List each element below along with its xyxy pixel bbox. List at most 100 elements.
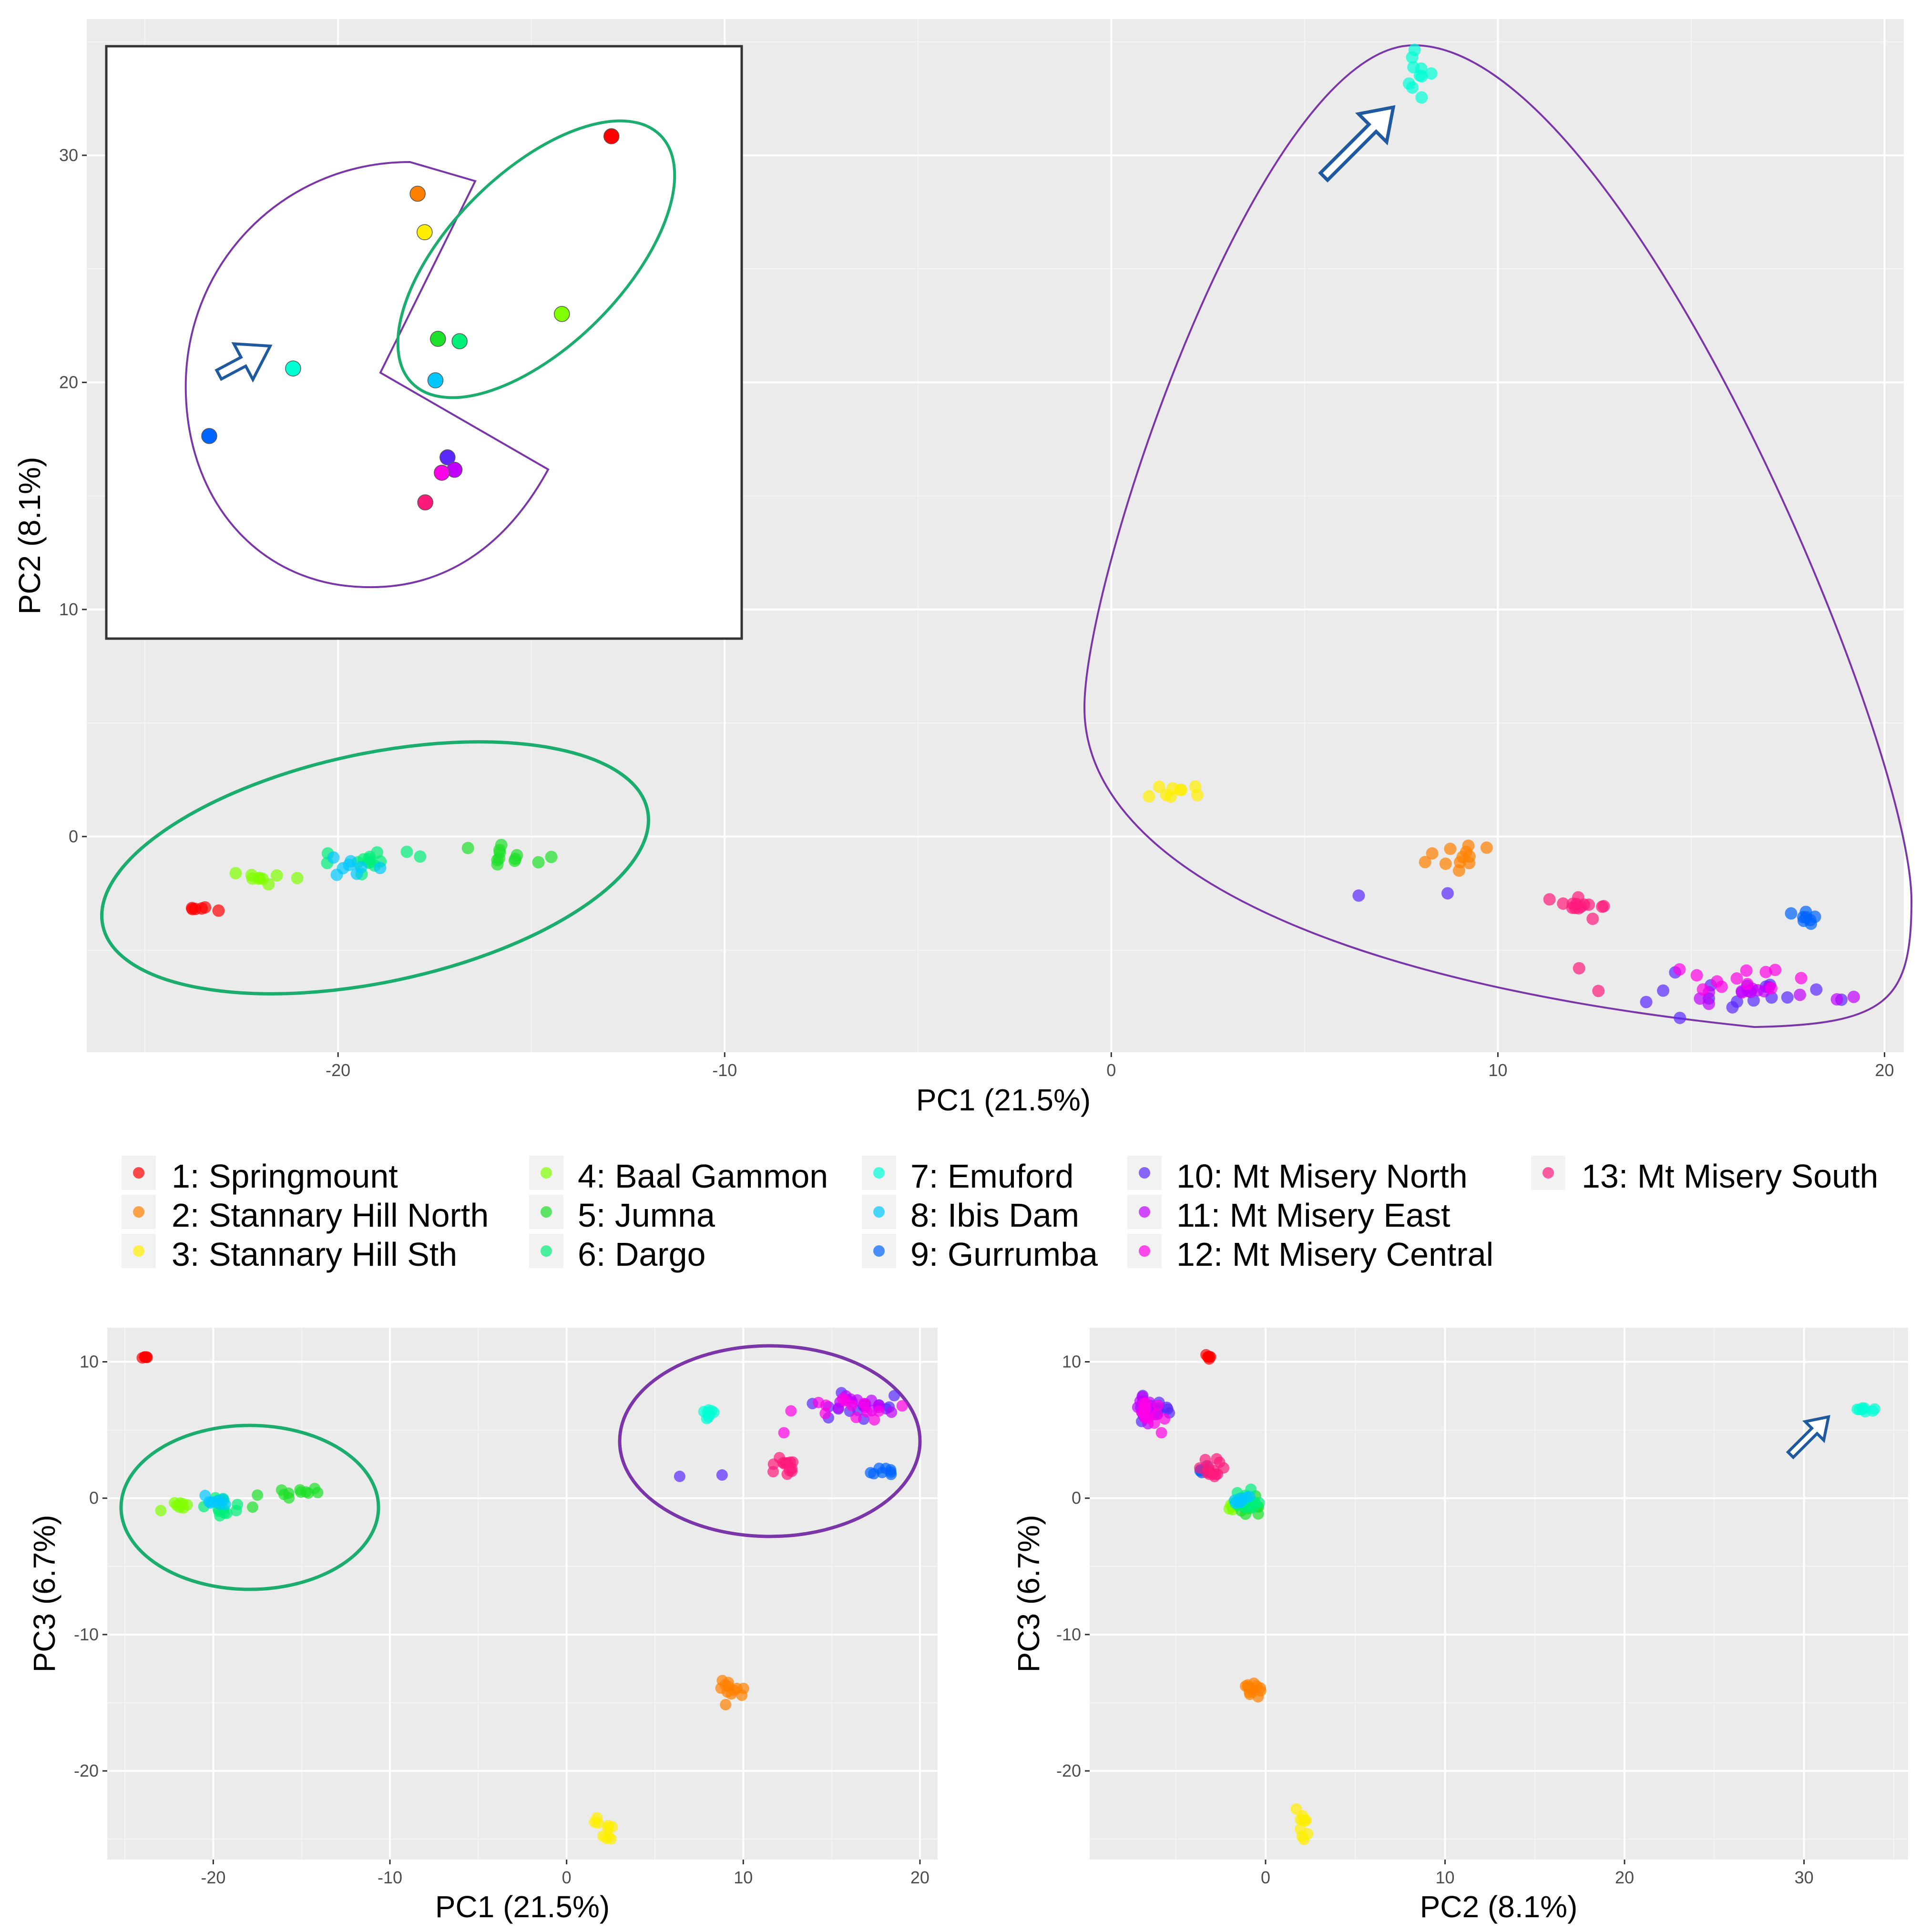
bl-panel-ticks: -20 -10 0 10 20 -20 -10 0 10 xyxy=(74,1352,930,1887)
top-panel-ticks: -20 -10 0 10 20 0 10 20 30 xyxy=(59,145,1894,1080)
br-panel-ticks: 0 10 20 30 -20 -10 0 10 xyxy=(1056,1352,1814,1887)
data-point xyxy=(1740,964,1753,977)
data-point xyxy=(291,872,304,885)
inset-green-outline xyxy=(396,119,676,399)
data-point xyxy=(212,904,225,917)
data-point xyxy=(1480,841,1493,854)
bl-green-cluster-outline xyxy=(119,1424,380,1591)
data-point xyxy=(1847,990,1860,1003)
data-point xyxy=(1769,964,1782,976)
data-point xyxy=(1795,972,1808,985)
legend-item: 6: Dargo xyxy=(529,1234,705,1273)
inset xyxy=(105,45,743,640)
data-point xyxy=(1730,972,1743,985)
data-point xyxy=(1596,900,1609,913)
data-point xyxy=(1153,780,1165,793)
inset-purple-outline xyxy=(184,161,550,589)
inset-arrow-icon xyxy=(215,342,273,383)
inset-data-point xyxy=(285,360,301,376)
top-panel: -20 -10 0 10 20 0 10 20 30 PC1 (21.5%) PC2 (8.1%… xyxy=(12,19,1913,1117)
data-point xyxy=(1439,857,1452,870)
data-point xyxy=(1810,983,1823,996)
legend-item: 9: Gurrumba xyxy=(862,1234,1098,1273)
data-point xyxy=(597,1830,609,1842)
br-y-axis-title: PC3 (6.7%) xyxy=(1011,1515,1046,1673)
data-point xyxy=(337,862,349,874)
data-point xyxy=(252,1489,264,1501)
data-point xyxy=(1201,1467,1213,1479)
data-point xyxy=(861,1406,873,1418)
x-tick-label: -20 xyxy=(201,1868,225,1887)
legend-item: 7: Emuford xyxy=(862,1156,1073,1195)
data-point xyxy=(199,901,212,914)
data-point xyxy=(1211,1453,1223,1465)
data-point xyxy=(229,867,242,880)
data-point xyxy=(719,1679,731,1691)
data-point xyxy=(1741,977,1754,990)
legend-item: 12: Mt Misery Central xyxy=(1127,1234,1493,1273)
data-point xyxy=(1148,1417,1160,1429)
top-panel-points xyxy=(185,43,1860,1024)
y-tick-label: 0 xyxy=(69,826,78,846)
data-point xyxy=(246,1501,258,1513)
data-point xyxy=(1640,996,1653,1008)
data-point xyxy=(1406,81,1419,94)
data-point xyxy=(1859,1402,1870,1414)
top-arrow-icon xyxy=(1318,105,1396,183)
data-point xyxy=(212,1495,224,1506)
data-point xyxy=(1830,993,1843,1006)
x-tick-label: -10 xyxy=(712,1060,737,1080)
data-point xyxy=(720,1698,732,1710)
data-point xyxy=(1657,984,1670,997)
legend-label: 2: Stannary Hill North xyxy=(172,1197,489,1234)
data-point xyxy=(532,856,545,869)
y-tick-label: 10 xyxy=(59,600,78,619)
bl-panel-points xyxy=(136,1351,908,1845)
top-y-axis-title: PC2 (8.1%) xyxy=(12,457,47,615)
data-point xyxy=(602,1822,614,1834)
data-point xyxy=(1573,962,1585,975)
data-point xyxy=(1557,897,1570,910)
data-point xyxy=(362,853,375,865)
legend-label: 11: Mt Misery East xyxy=(1176,1197,1450,1234)
legend-key-baal-gammon xyxy=(541,1167,552,1179)
legend-key-gurrumba xyxy=(873,1245,885,1257)
y-tick-label: -10 xyxy=(1056,1625,1081,1644)
data-point xyxy=(155,1505,167,1516)
data-point xyxy=(1793,988,1806,1001)
x-tick-label: 0 xyxy=(1106,1060,1116,1080)
data-point xyxy=(868,1468,880,1480)
legend-item: 5: Jumna xyxy=(529,1195,715,1234)
br-arrow-icon xyxy=(1786,1415,1830,1460)
data-point xyxy=(1586,912,1599,925)
data-point xyxy=(1805,917,1818,930)
data-point xyxy=(1352,889,1365,902)
data-point xyxy=(1189,780,1202,793)
data-point xyxy=(295,1486,307,1498)
legend-label: 13: Mt Misery South xyxy=(1582,1158,1878,1195)
data-point xyxy=(1297,1810,1309,1822)
legend-item: 2: Stannary Hill North xyxy=(122,1195,489,1234)
data-point xyxy=(1415,91,1428,104)
data-point xyxy=(873,1405,885,1417)
legend-label: 4: Baal Gammon xyxy=(578,1158,828,1195)
data-point xyxy=(1759,966,1772,978)
data-point xyxy=(1453,856,1466,869)
data-point xyxy=(1143,790,1155,803)
legend-key-mt-misery-east xyxy=(1139,1206,1150,1218)
data-point xyxy=(256,872,269,885)
data-point xyxy=(1159,1413,1171,1425)
data-point xyxy=(837,1393,848,1405)
legend-label: 8: Ibis Dam xyxy=(910,1197,1079,1234)
legend-key-stannary-hill-sth xyxy=(133,1245,144,1257)
bl-panel-grid xyxy=(107,1328,938,1860)
top-green-cluster-outline xyxy=(100,740,650,996)
data-point xyxy=(1203,1351,1215,1363)
top-x-axis-title: PC1 (21.5%) xyxy=(916,1083,1091,1117)
data-point xyxy=(1673,963,1686,976)
y-tick-label: 10 xyxy=(80,1352,99,1372)
x-tick-label: 20 xyxy=(910,1868,930,1887)
inset-data-point xyxy=(554,306,570,322)
data-point xyxy=(767,1458,779,1470)
data-point xyxy=(1234,1493,1246,1505)
